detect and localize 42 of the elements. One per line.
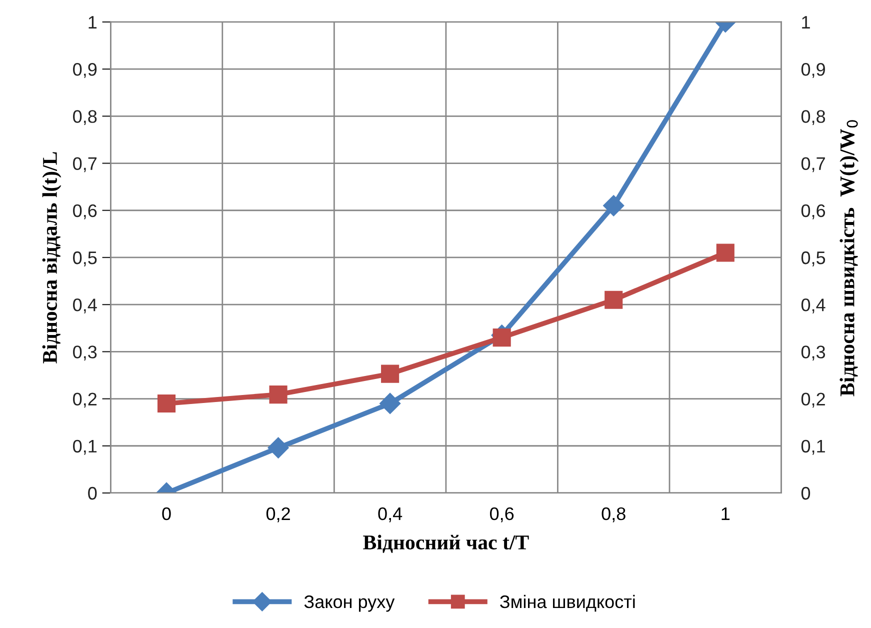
point [268,437,289,458]
point [603,195,624,216]
x-tick-label: 0,6 [490,507,514,522]
y-axis-title: Відносна віддаль l(t)/L [42,152,62,364]
point [716,244,734,262]
y-tick-label: 0,7 [73,157,97,172]
legend-label: Закон руху [304,595,395,612]
y2-axis-title: Відносна швидкість W(t)/W$_{0}$ [840,120,859,396]
legend-label: Зміна швидкості [500,594,635,612]
y-tick-label: 0,2 [73,392,97,408]
y2-tick-label: 0,7 [801,157,825,172]
y-tick-label: 0 [88,486,97,500]
point [492,328,511,347]
y2-tick-label: 0,1 [801,440,825,455]
y2-tick-label: 0,5 [801,251,826,266]
y-tick-label: 0,5 [73,251,97,266]
y2-tick-label: 0,9 [801,63,825,78]
point [381,364,400,383]
point [604,290,623,309]
y2-tick-label: 0,6 [801,204,826,220]
x-tick-label: 1 [722,508,730,520]
x-tick-label: 0,4 [378,507,402,522]
y-tick-label: 0,1 [73,440,97,455]
point [157,394,176,413]
y-tick-label: 1 [88,16,97,29]
x-axis-title: Відносний час t/T [363,534,529,553]
y2-tick-label: 0,8 [801,110,826,126]
y-tick-label: 0,6 [73,204,97,220]
y-tick-label: 0,9 [73,63,97,78]
point [269,386,288,404]
x-tick-label: 0,8 [602,507,626,522]
x-tick-label: 0,2 [266,507,290,522]
y2-tick-label: 0,3 [801,346,826,361]
x-tick-label: 0 [162,507,171,520]
y2-tick-label: 0,4 [801,298,826,314]
y2-tick-label: 0 [801,486,810,500]
y2-tick-label: 0,2 [801,392,825,408]
point [380,392,401,414]
y2-tick-label: 1 [802,16,810,29]
y-tick-label: 0,8 [73,110,97,126]
y-tick-label: 0,4 [73,298,97,314]
y-tick-label: 0,3 [73,346,97,361]
